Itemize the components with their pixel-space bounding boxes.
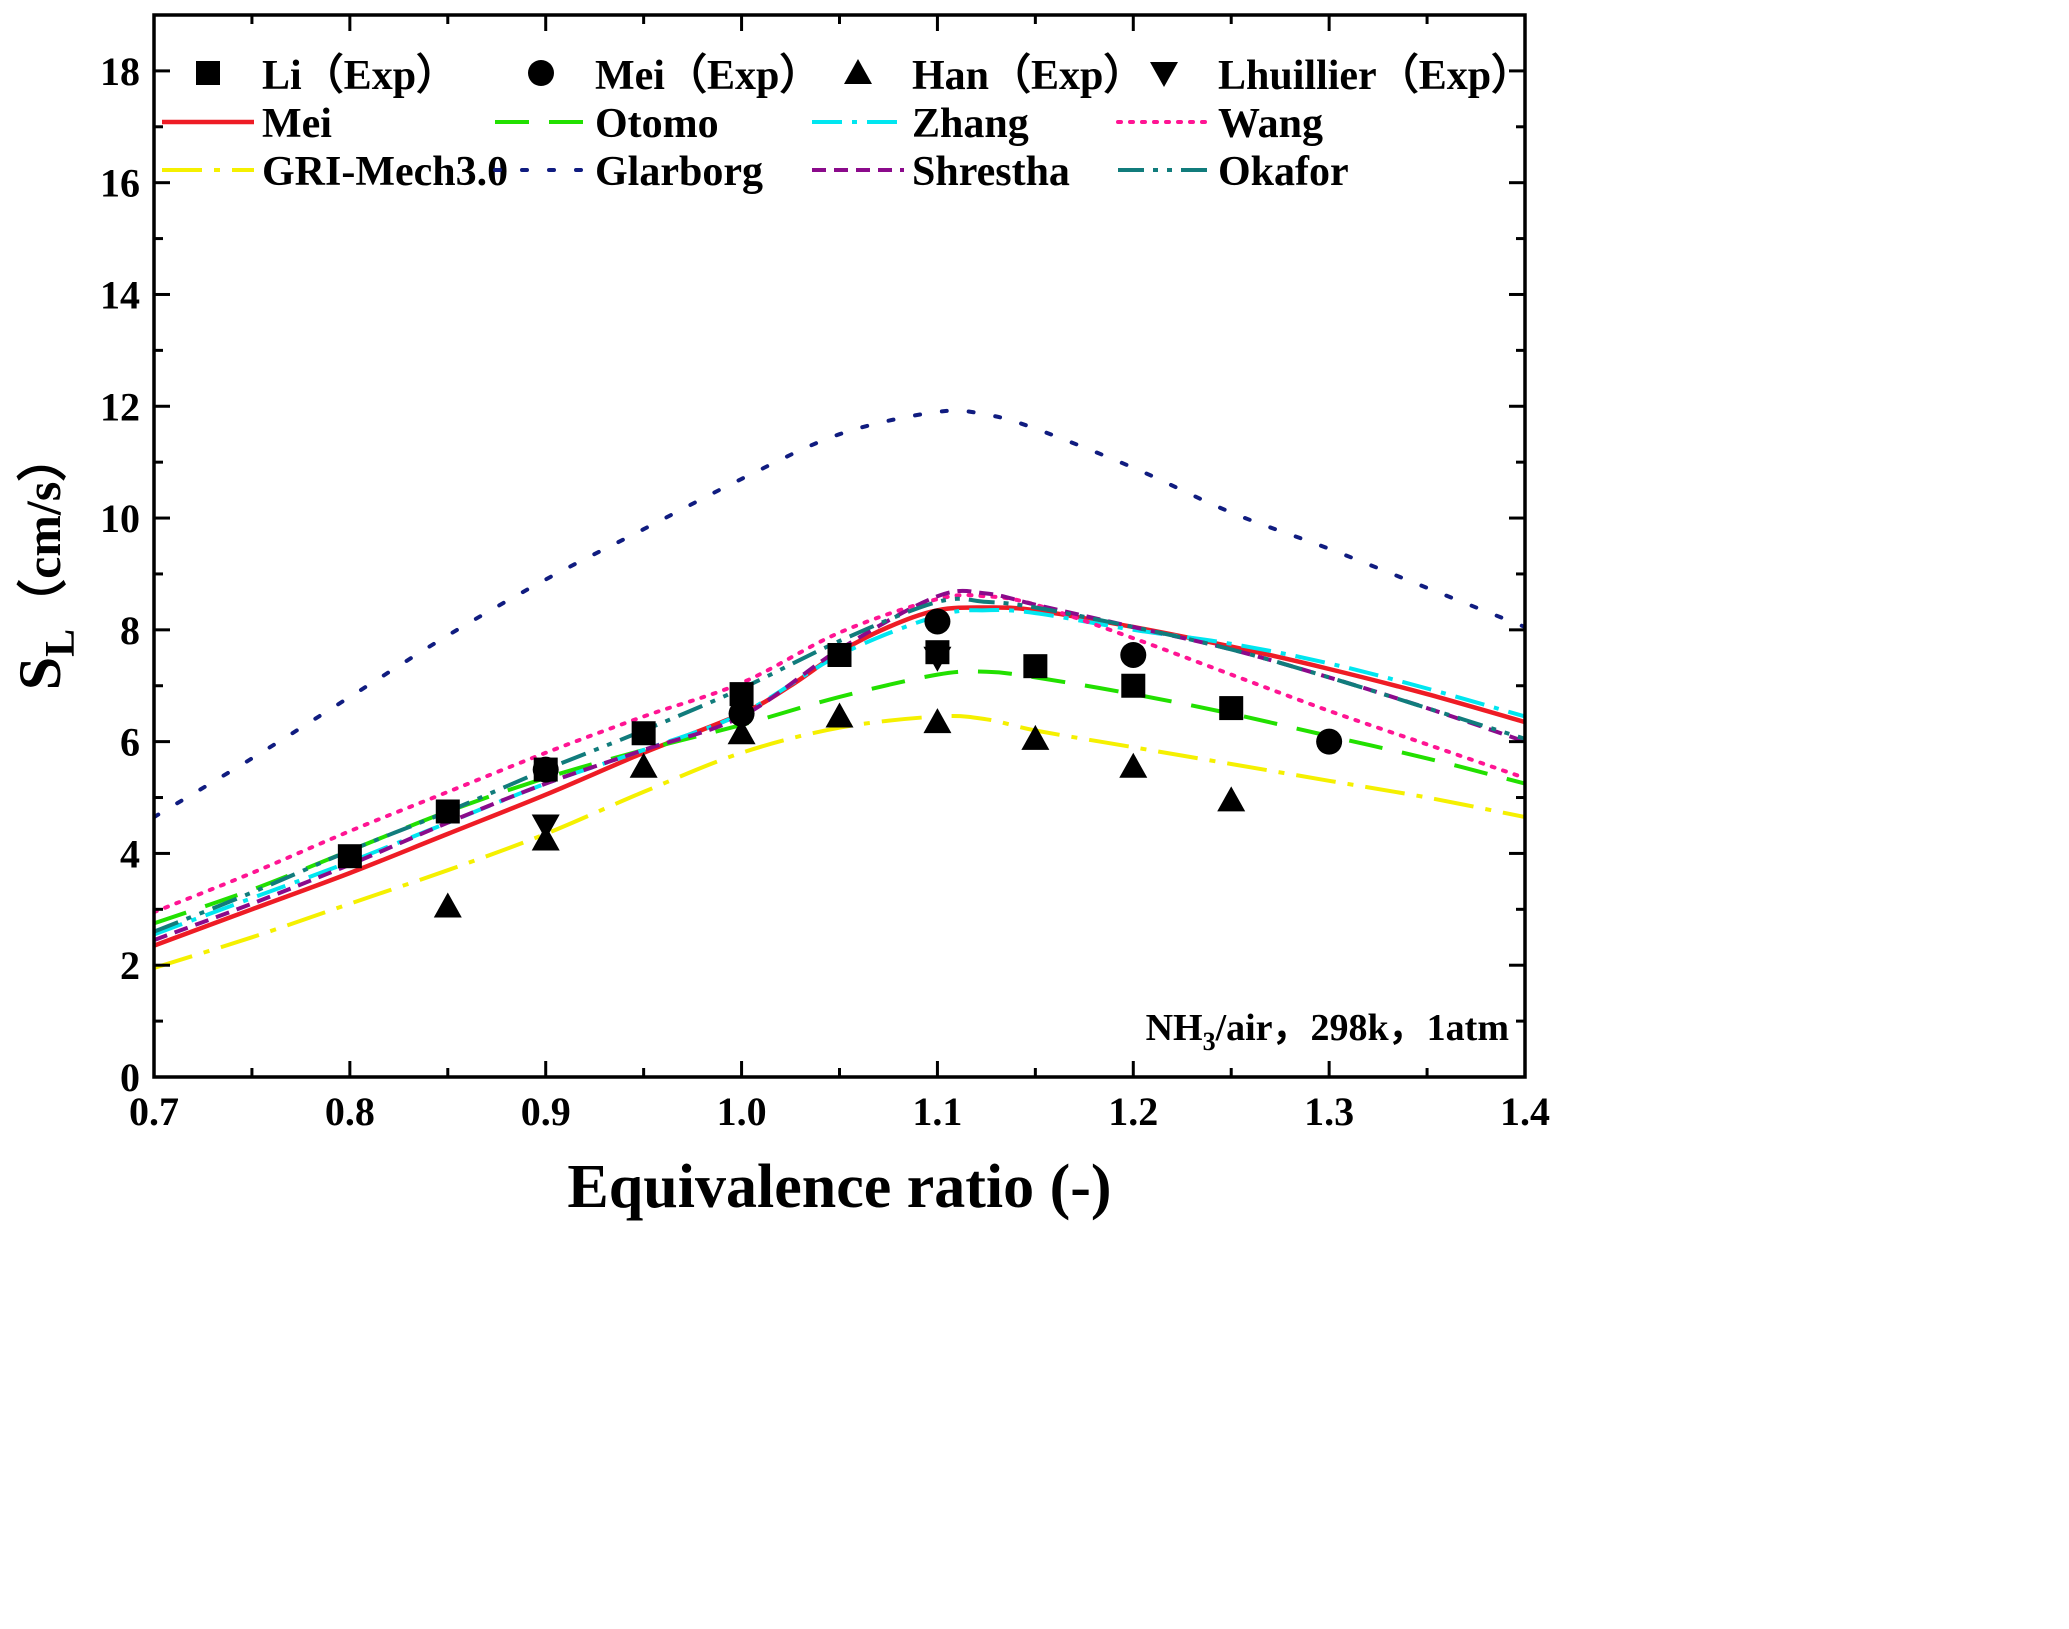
y-tick-label: 4	[120, 831, 140, 876]
x-axis-title: Equivalence ratio (-)	[567, 1153, 1111, 1221]
y-tick-label: 6	[120, 720, 140, 765]
y-axis-title-unit: （cm/s）	[15, 432, 71, 629]
legend-label-mei-exp: Mei（Exp）	[595, 52, 821, 99]
x-tick-label: 1.1	[912, 1089, 962, 1134]
y-tick-label: 16	[100, 161, 140, 206]
legend-marker-li	[196, 61, 220, 85]
y-tick-label: 8	[120, 608, 140, 653]
y-tick-label: 0	[120, 1055, 140, 1100]
legend-marker-lhuillier	[1150, 62, 1178, 87]
x-tick-label: 0.8	[325, 1089, 375, 1134]
data-point-han	[433, 892, 462, 918]
x-tick-label: 1.2	[1108, 1089, 1158, 1134]
data-point-li	[337, 844, 362, 869]
x-tick-label: 1.0	[717, 1089, 767, 1134]
data-point-li	[1023, 654, 1048, 679]
legend-label-wang: Wang	[1218, 101, 1323, 147]
data-point-mei	[924, 608, 951, 635]
annotation-nh: NH	[1146, 1007, 1203, 1049]
legend-label-otomo: Otomo	[595, 101, 719, 147]
series-line-gri-mech3-0	[154, 714, 1525, 970]
data-point-li	[1121, 673, 1146, 698]
data-point-han	[825, 702, 854, 728]
x-tick-label: 0.7	[129, 1089, 179, 1134]
x-tick-label: 1.4	[1500, 1089, 1550, 1134]
y-tick-label: 14	[100, 272, 140, 317]
data-point-han	[727, 719, 756, 745]
legend-label-mei: Mei	[262, 101, 332, 147]
data-point-lhuillier	[531, 814, 560, 840]
data-point-han	[1021, 724, 1050, 750]
data-point-li	[631, 721, 656, 746]
series-line-wang	[154, 593, 1525, 915]
x-tick-label: 0.9	[521, 1089, 571, 1134]
conditions-annotation: NH3/air，298k，1atm	[1146, 1007, 1509, 1056]
legend-label-glarborg: Glarborg	[595, 149, 763, 195]
legend-label-han-exp: Han（Exp）	[912, 52, 1145, 99]
legend-label-shrestha: Shrestha	[912, 149, 1070, 195]
y-tick-label: 10	[100, 496, 140, 541]
tick-marks: 0.7 0.8 0.9 1.0 1.1 1.2 1.3 1.4 0 2 4 6 8 10 12 14 16 18	[100, 13, 1550, 1134]
y-axis-title-subscript: L	[38, 629, 84, 657]
legend-label-lhuillier-exp: Lhuillier（Exp）	[1218, 52, 1533, 99]
legend-marker-mei	[528, 60, 554, 86]
annotation-sub-3: 3	[1203, 1027, 1216, 1056]
data-point-han	[629, 752, 658, 778]
data-point-lhuillier	[923, 646, 952, 672]
series-line-okafor	[154, 596, 1525, 934]
data-point-han	[1217, 786, 1246, 812]
data-point-mei	[1120, 641, 1147, 668]
legend-label-li-exp: Li（Exp）	[262, 52, 458, 99]
legend-marker-han	[844, 59, 872, 84]
data-point-li	[1219, 696, 1244, 721]
x-tick-label: 1.3	[1304, 1089, 1354, 1134]
y-tick-label: 18	[100, 49, 140, 94]
data-point-mei	[1316, 728, 1343, 755]
data-point-mei	[532, 756, 559, 783]
data-point-li	[435, 799, 460, 824]
experimental-points	[337, 608, 1343, 918]
y-axis-title: SL（cm/s）	[7, 432, 84, 691]
legend-label-okafor: Okafor	[1218, 149, 1349, 195]
data-point-mei	[728, 700, 755, 727]
legend-label-zhang: Zhang	[912, 101, 1029, 147]
y-axis-title-symbol: S	[7, 657, 73, 690]
y-tick-label: 12	[100, 384, 140, 429]
annotation-rest: /air，298k，1atm	[1215, 1007, 1509, 1049]
y-tick-label: 2	[120, 943, 140, 988]
legend-label-gri-mech3-0: GRI-Mech3.0	[262, 149, 508, 195]
data-point-li	[827, 642, 852, 667]
series-line-glarborg	[154, 408, 1525, 820]
legend: Li（Exp） Mei（Exp） Han（Exp） Lhuillier（Exp） Mei…	[162, 52, 1533, 195]
data-point-han	[1119, 752, 1148, 778]
data-point-han	[923, 708, 952, 734]
model-curves	[154, 408, 1525, 970]
